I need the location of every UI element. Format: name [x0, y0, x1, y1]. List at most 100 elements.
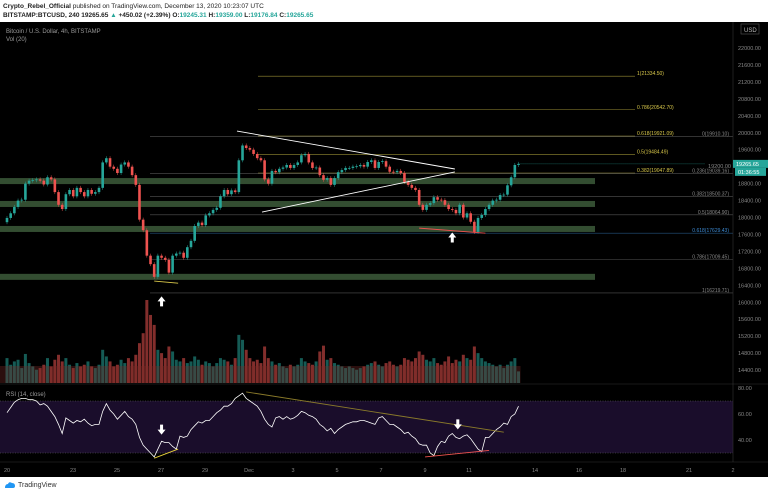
price-tick-label: 16000.00 — [738, 300, 761, 306]
close-value: 19265.65 — [286, 12, 314, 19]
volume-bar — [406, 359, 410, 383]
fib-left-label: 0.5(19484.49) — [637, 150, 668, 156]
candle-body — [211, 209, 215, 214]
candle-body — [182, 252, 185, 258]
volume-bar — [152, 324, 156, 383]
high-label: H: — [208, 12, 216, 19]
volume-bar — [86, 361, 90, 383]
candle-body — [498, 195, 502, 200]
candle-body — [174, 253, 178, 256]
volume-bar — [112, 366, 116, 383]
candle-body — [189, 240, 193, 248]
volume-bar — [5, 358, 9, 383]
price-tick-label: 20000.00 — [738, 131, 761, 137]
volume-bar — [255, 359, 259, 383]
volume-bar — [226, 361, 230, 383]
chart-canvas[interactable]: 1(21334.50) 0.786(20542.70) 0.618(19921.09… — [0, 22, 768, 477]
volume-bar — [329, 358, 333, 383]
symbol: BITSTAMP:BTCUSD, 240 — [3, 12, 80, 19]
candle-body — [60, 204, 64, 210]
candle-body — [425, 204, 428, 210]
volume-bar — [93, 368, 97, 383]
last-price-label: 19265.65 — [736, 162, 759, 168]
fib-right-label: 1(16219.71) — [702, 288, 729, 294]
volume-bar — [189, 361, 193, 383]
candle-body — [116, 168, 119, 174]
candle-body — [266, 179, 270, 184]
volume-bar — [487, 363, 491, 383]
candle-body — [241, 145, 244, 161]
volume-bar — [42, 364, 46, 383]
candle-body — [300, 155, 303, 163]
candle-body — [5, 217, 9, 223]
candle-body — [410, 184, 414, 188]
volume-bar — [314, 361, 318, 383]
volume-bar — [288, 364, 292, 383]
volume-bar — [344, 368, 348, 383]
author[interactable]: Crypto_Rebel_Official — [3, 3, 71, 10]
volume-bar — [266, 358, 270, 383]
volume-bar — [447, 356, 451, 383]
volume-bar — [303, 361, 307, 383]
last-price-tag — [733, 159, 768, 168]
candle-body — [443, 200, 447, 205]
volume-bar — [182, 358, 186, 383]
time-tick-label: 11 — [466, 468, 472, 474]
volume-bar — [90, 366, 94, 383]
volume-bar — [380, 366, 384, 383]
candle-body — [215, 207, 219, 210]
volume-bar — [222, 359, 226, 383]
fib-right-label: 0.5(18064.90) — [698, 210, 729, 216]
candle-body — [101, 162, 104, 188]
fib-right-label: 0.786(17009.45) — [692, 254, 729, 260]
candle-body — [406, 181, 410, 185]
volume-bar — [75, 363, 79, 383]
volume-bar — [134, 354, 138, 383]
candle-body — [329, 178, 333, 185]
volume-bar — [347, 366, 351, 383]
support-zone — [0, 200, 595, 207]
candle-body — [237, 160, 241, 193]
time-tick-label: 23 — [70, 468, 76, 474]
candle-body — [414, 187, 417, 190]
time-tick-label: 29 — [202, 468, 208, 474]
candle-body — [119, 164, 123, 174]
volume-bar — [193, 356, 197, 383]
price-tick-label: 14800.00 — [738, 351, 761, 357]
price-tick-label: 20800.00 — [738, 97, 761, 103]
volume-bar — [185, 363, 189, 383]
volume-bar — [137, 343, 141, 383]
footer: TradingView — [4, 481, 57, 489]
candle-body — [53, 179, 57, 193]
volume-bar — [480, 358, 484, 383]
volume-bar — [274, 364, 278, 383]
footer-brand[interactable]: TradingView — [18, 481, 57, 489]
candle-body — [450, 209, 454, 210]
candle-body — [64, 194, 68, 210]
volume-bar — [391, 364, 395, 383]
candle-body — [97, 187, 101, 193]
candle-body — [344, 167, 347, 171]
volume-bar — [104, 356, 108, 383]
candle-body — [38, 179, 42, 181]
rsi-trendline — [425, 449, 490, 458]
volume-bar — [156, 349, 160, 383]
volume-bar — [325, 359, 329, 383]
rsi-tick-label: 60.00 — [738, 412, 752, 418]
candle-body — [112, 166, 116, 169]
fib-right-label: 0.618(17629.43) — [692, 228, 729, 234]
volume-bar — [248, 358, 252, 383]
currency-button[interactable] — [740, 23, 760, 35]
price-pane: 1(21334.50) 0.786(20542.70) 0.618(19921.09… — [0, 71, 733, 383]
candle-body — [399, 170, 403, 174]
candle-body — [281, 167, 285, 169]
volume-bar — [428, 361, 432, 383]
volume-bar — [277, 363, 281, 383]
candle-body — [484, 209, 487, 215]
candle-body — [340, 170, 344, 173]
volume-bar — [171, 351, 175, 383]
rsi-pane — [0, 391, 733, 459]
candle-body — [200, 222, 204, 226]
volume-bar — [196, 359, 200, 383]
volume-bar — [421, 354, 425, 383]
